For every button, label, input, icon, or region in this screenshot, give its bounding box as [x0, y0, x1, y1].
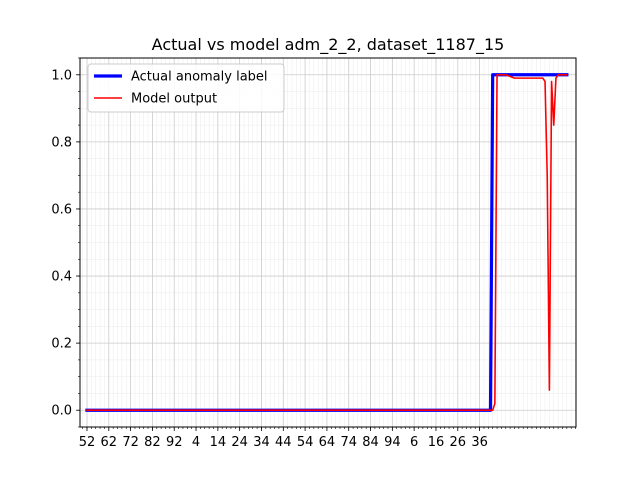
chart-title: Actual vs model adm_2_2, dataset_1187_15: [152, 35, 505, 55]
legend-box: [87, 63, 285, 113]
legend-label: Model output: [131, 92, 217, 107]
legend-label: Actual anomaly label: [131, 70, 268, 85]
x-tick-label: 52: [79, 435, 96, 450]
x-tick-label: 26: [450, 435, 467, 450]
x-tick-label: 94: [384, 435, 401, 450]
series-line-model-output: [86, 73, 568, 412]
x-tick-label: 82: [144, 435, 161, 450]
y-tick-label: 0.0: [51, 404, 72, 419]
x-tick-label: 74: [340, 435, 357, 450]
x-tick-label: 62: [101, 435, 118, 450]
x-tick-label: 54: [297, 435, 314, 450]
y-tick-label: 1.0: [51, 68, 72, 83]
x-tick-label: 34: [253, 435, 270, 450]
x-tick-label: 14: [210, 435, 227, 450]
y-tick-label: 0.2: [51, 337, 72, 352]
x-tick-label: 16: [428, 435, 445, 450]
x-tick-label: 44: [275, 435, 292, 450]
y-tick-label: 0.6: [51, 202, 72, 217]
plot-area: 52 62 72 82 92 4 14 24 34 44 54 64 74 84 94 6 16 26 36 0.0 0…: [51, 57, 577, 450]
x-tick-label: 64: [319, 435, 336, 450]
x-tick-label: 6: [410, 435, 418, 450]
x-tick-label: 4: [192, 435, 200, 450]
x-tick-label: 72: [122, 435, 139, 450]
y-tick-label: 0.8: [51, 135, 72, 150]
x-tick-label: 36: [471, 435, 488, 450]
x-tick-label: 84: [362, 435, 379, 450]
y-tick-label: 0.4: [51, 270, 72, 285]
x-tick-label: 24: [231, 435, 248, 450]
x-tick-label: 92: [166, 435, 183, 450]
